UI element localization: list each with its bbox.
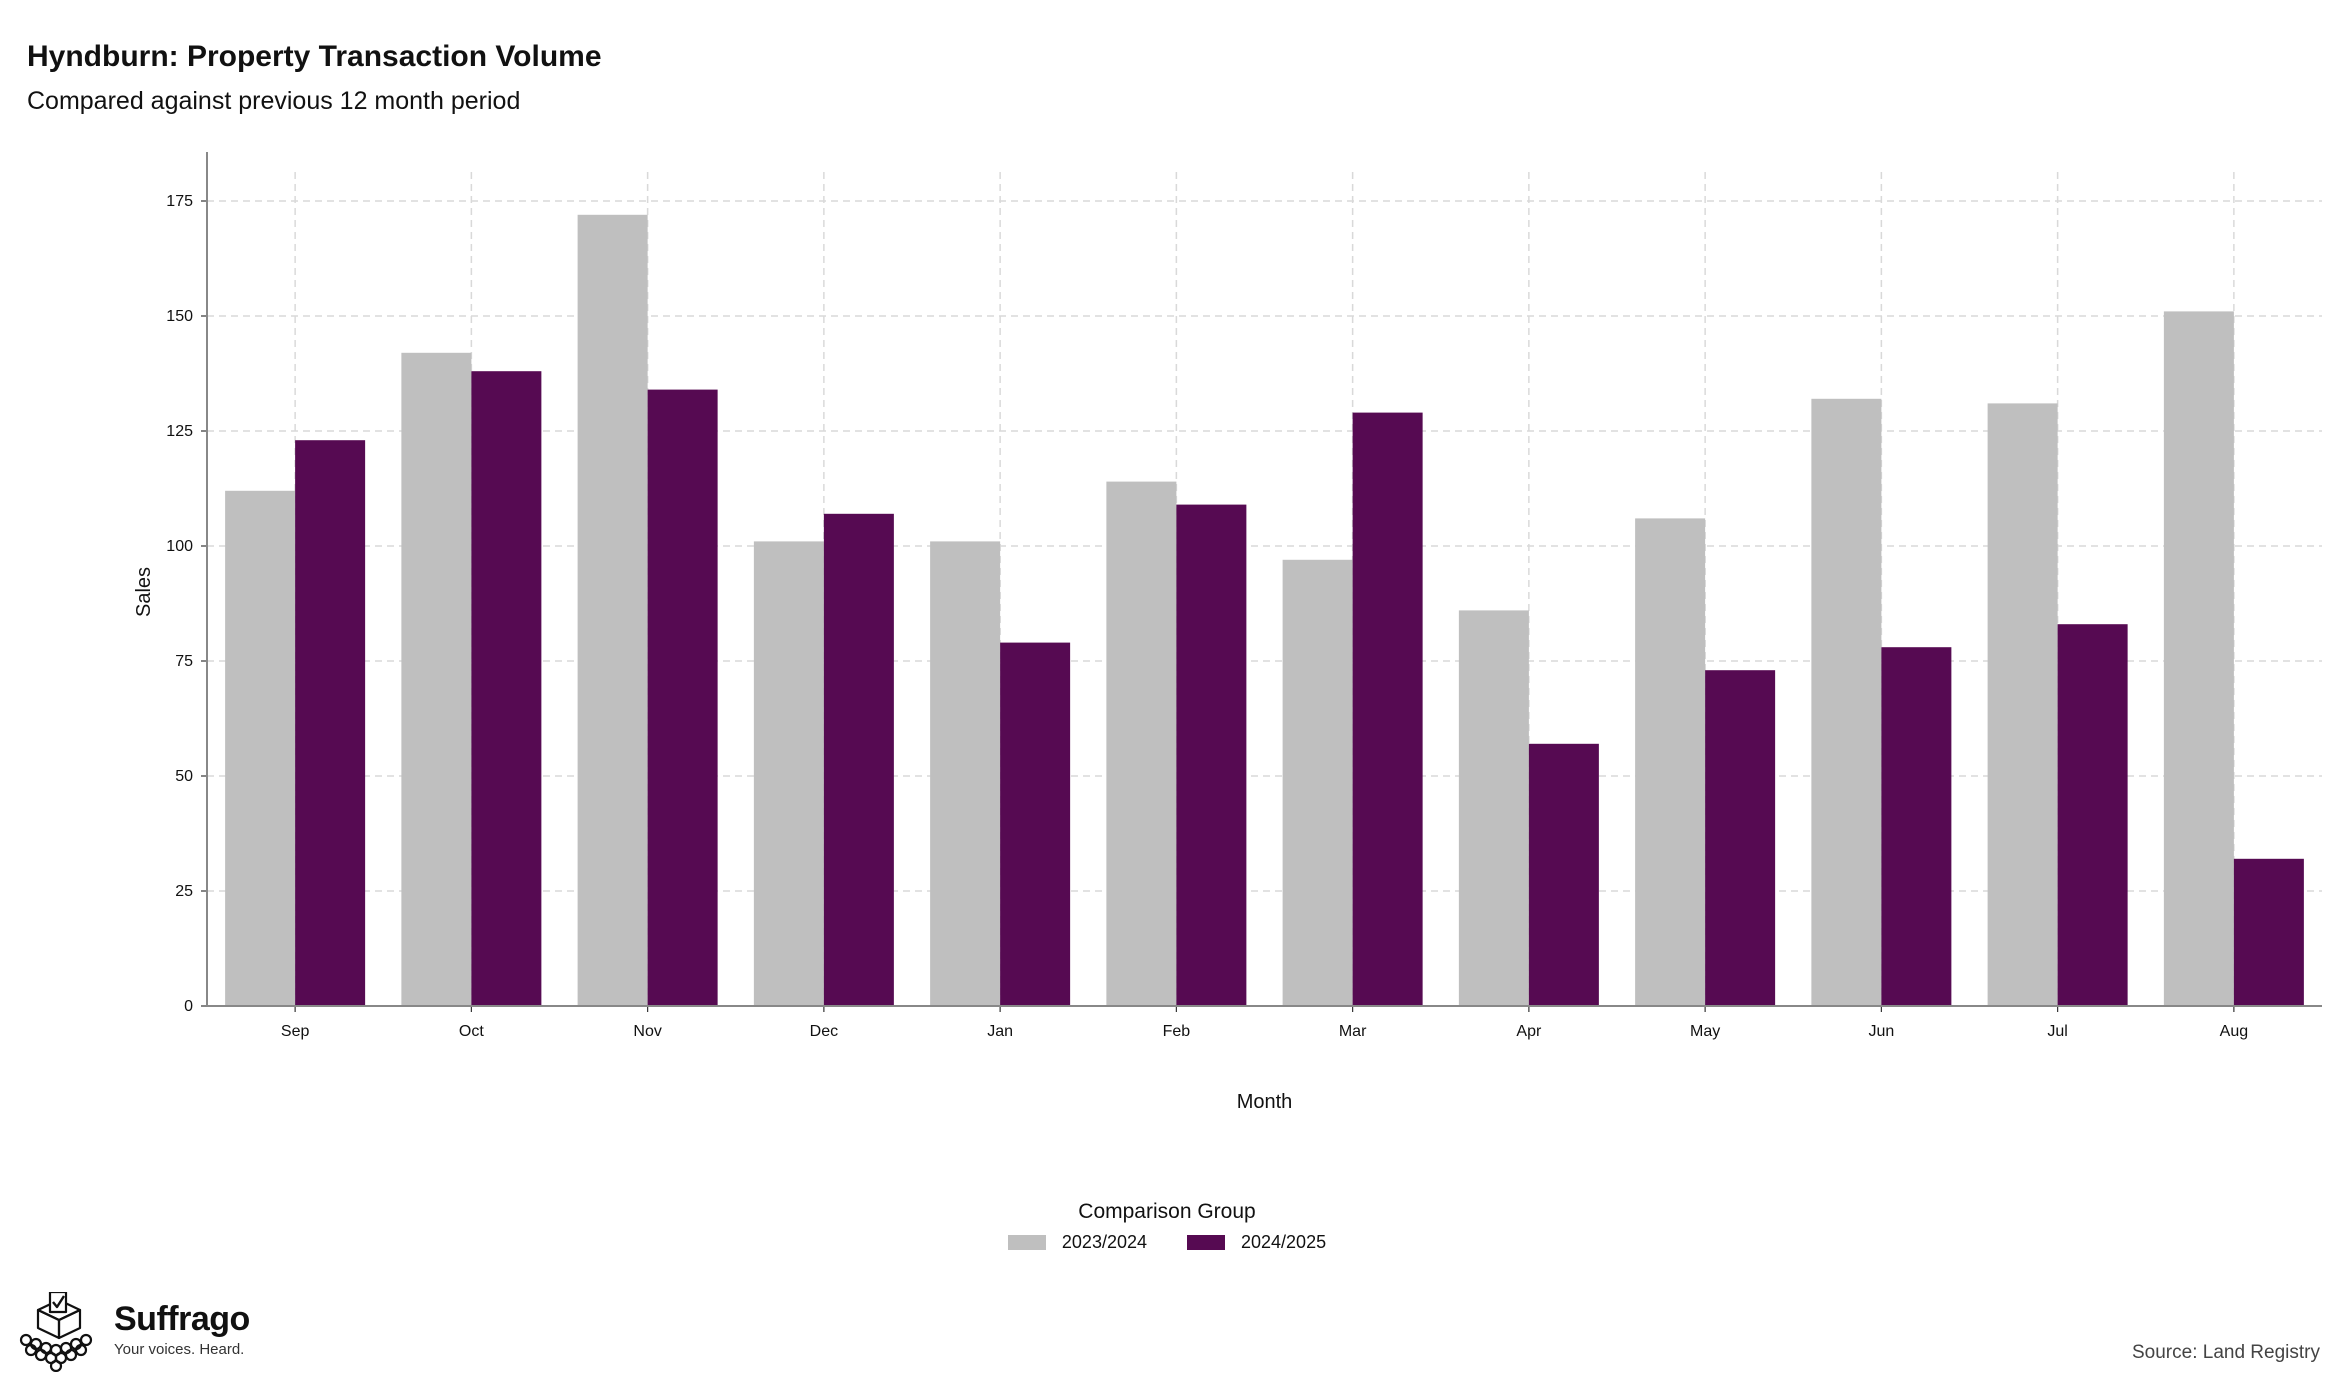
x-tick-label: Sep xyxy=(281,1023,310,1040)
source-note: Source: Land Registry xyxy=(2132,1342,2320,1363)
bar-2023-2024-jul xyxy=(1987,403,2058,1006)
x-tick-label: Feb xyxy=(1163,1023,1191,1040)
legend-label: 2023/2024 xyxy=(1061,1232,1147,1252)
y-tick-label: 100 xyxy=(166,538,193,555)
chart-subtitle: Compared against previous 12 month perio… xyxy=(27,87,521,115)
logo: Suffrago Your voices. Heard. xyxy=(14,1292,250,1372)
logo-name: Suffrago xyxy=(114,1300,250,1338)
x-tick-label: May xyxy=(1690,1023,1720,1040)
bar-2024-2025-jun xyxy=(1881,647,1952,1006)
x-tick-labels: Sep Oct Nov Dec Jan Feb Mar Apr May Jun Jul Aug xyxy=(281,1023,2248,1040)
y-tick-label: 150 xyxy=(166,308,193,325)
ballot-box-icon xyxy=(19,1292,93,1372)
bar-2023-2024-sep xyxy=(225,490,296,1006)
bar-2024-2025-aug xyxy=(2233,858,2304,1006)
axes xyxy=(201,152,2322,1012)
legend-swatch xyxy=(1007,1235,1046,1250)
bar-2024-2025-jul xyxy=(2057,624,2128,1006)
y-tick-label: 25 xyxy=(175,883,193,900)
legend-title: Comparison Group xyxy=(1078,1200,1256,1223)
bar-2024-2025-oct xyxy=(471,371,542,1006)
legend-item-2024-2025: 2024/2025 xyxy=(1187,1232,1326,1253)
x-tick-label: Jul xyxy=(2047,1023,2067,1040)
y-tick-labels: 0 25 50 75 100 125 150 175 xyxy=(166,193,193,1015)
legend-items: 2023/2024 2024/2025 xyxy=(0,1232,2334,1253)
bar-2023-2024-feb xyxy=(1106,481,1177,1007)
bars xyxy=(225,214,2304,1007)
legend-item-2023-2024: 2023/2024 xyxy=(1007,1232,1147,1253)
logo-tagline: Your voices. Heard. xyxy=(114,1341,245,1358)
y-tick-label: 0 xyxy=(184,998,193,1015)
bar-2023-2024-may xyxy=(1635,518,1706,1006)
y-axis-label: Sales xyxy=(133,567,155,617)
y-tick-label: 175 xyxy=(166,193,193,210)
bar-2024-2025-jan xyxy=(1000,642,1071,1006)
y-tick-label: 75 xyxy=(175,653,193,670)
x-tick-label: Aug xyxy=(2220,1023,2248,1040)
bar-2024-2025-may xyxy=(1705,670,1776,1006)
x-tick-label: Jan xyxy=(987,1023,1013,1040)
bar-2023-2024-aug xyxy=(2163,311,2234,1006)
bar-2024-2025-nov xyxy=(647,389,718,1007)
bar-2023-2024-oct xyxy=(401,352,472,1006)
x-tick-label: Dec xyxy=(810,1023,838,1040)
x-axis-label: Month xyxy=(1237,1091,1293,1113)
y-tick-label: 125 xyxy=(166,423,193,440)
bar-2024-2025-dec xyxy=(823,513,894,1006)
bar-2024-2025-sep xyxy=(295,440,366,1006)
bar-chart: 0 25 50 75 100 125 150 175 Sep Oct Nov Dec Jan Feb Ma… xyxy=(133,152,2322,1113)
bar-2023-2024-dec xyxy=(753,541,824,1006)
bar-2023-2024-nov xyxy=(577,214,648,1007)
y-tick-label: 50 xyxy=(175,768,193,785)
legend-label: 2024/2025 xyxy=(1241,1232,1327,1252)
bar-2023-2024-jun xyxy=(1811,398,1882,1006)
bar-2023-2024-mar xyxy=(1282,559,1353,1006)
bar-2023-2024-apr xyxy=(1458,610,1529,1006)
chart-title: Hyndburn: Property Transaction Volume xyxy=(27,40,602,73)
bar-2024-2025-apr xyxy=(1528,743,1599,1006)
bar-2023-2024-jan xyxy=(930,541,1001,1006)
x-tick-label: Jun xyxy=(1868,1023,1894,1040)
x-tick-label: Apr xyxy=(1516,1023,1542,1040)
legend: Comparison Group 2023/2024 2024/2025 xyxy=(0,1200,2334,1253)
x-tick-label: Nov xyxy=(633,1023,661,1040)
x-tick-label: Oct xyxy=(459,1023,484,1040)
x-tick-label: Mar xyxy=(1339,1023,1367,1040)
bar-2024-2025-mar xyxy=(1352,412,1423,1007)
legend-swatch xyxy=(1187,1235,1225,1250)
bar-2024-2025-feb xyxy=(1176,504,1247,1006)
